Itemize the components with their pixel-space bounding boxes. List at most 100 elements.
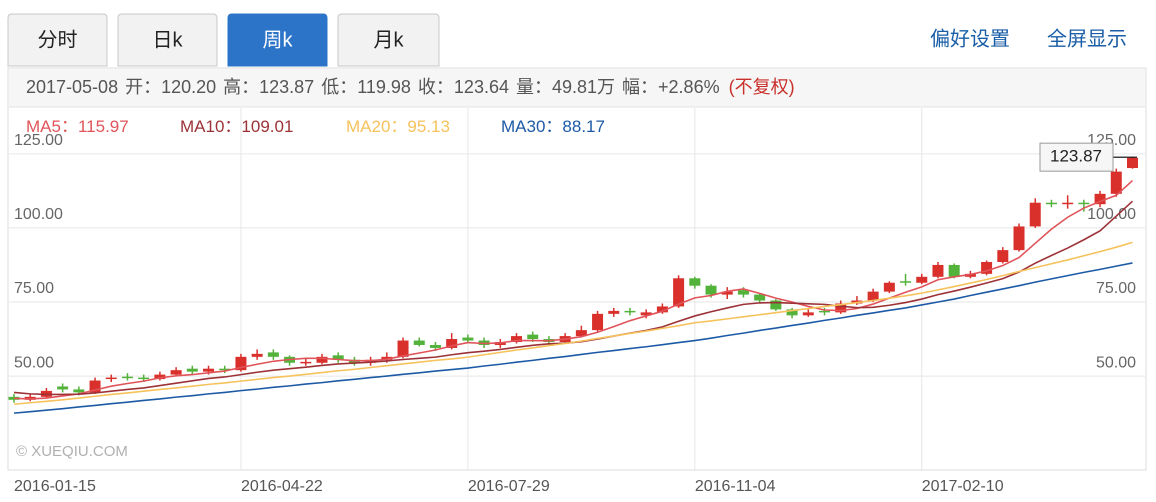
x-tick-label: 2016-01-15	[14, 478, 96, 495]
candle-body	[1094, 193, 1106, 205]
candle-body	[770, 300, 782, 310]
candle-body	[300, 361, 312, 364]
candle-body	[267, 352, 279, 357]
candle-body	[624, 310, 636, 313]
link[interactable]: 全屏显示	[1047, 27, 1127, 50]
info-label: 高：	[223, 77, 259, 97]
info-value: +2.86%	[658, 77, 720, 97]
candle-body	[57, 386, 69, 390]
price-tag-label: 123.87	[1050, 147, 1102, 166]
price-tag-box	[1039, 142, 1114, 172]
info-label: 收：	[418, 77, 454, 97]
info-value: 123.87	[259, 77, 314, 97]
candle-body	[754, 294, 766, 301]
candle-body	[802, 312, 814, 316]
legend-entry: MA20：95.13	[346, 117, 450, 136]
ma-line	[13, 179, 1134, 400]
candle-body	[73, 389, 85, 393]
info-label: 幅：	[622, 77, 658, 97]
candle-body	[332, 355, 344, 360]
candle-body	[235, 356, 247, 371]
candle-body	[397, 340, 409, 357]
tab-label[interactable]: 周k	[263, 29, 294, 51]
candle-body	[997, 250, 1009, 262]
y-tick-label: 75.00	[14, 280, 54, 297]
legend-entry: MA30：88.17	[501, 117, 605, 136]
tab-label[interactable]: 分时	[38, 28, 78, 51]
candle-body	[1078, 202, 1090, 205]
candle-body	[721, 291, 733, 295]
candle-body	[203, 368, 215, 372]
info-bar	[9, 69, 1145, 107]
candle-body	[737, 290, 749, 295]
tab-shape	[7, 13, 108, 67]
tab-label[interactable]: 月k	[374, 29, 405, 51]
candle-body	[170, 370, 182, 375]
candle-body	[786, 309, 798, 316]
candle-body	[819, 310, 830, 313]
candle-body	[835, 303, 847, 313]
y-tick-label: 100.00	[14, 206, 63, 223]
tab[interactable]: 周k	[227, 13, 328, 67]
candle-body	[1110, 171, 1122, 194]
candle-body	[705, 285, 717, 295]
legend-value: 88.17	[562, 117, 605, 136]
y-tick-label: 50.00	[1096, 354, 1136, 371]
candle-body	[689, 278, 701, 286]
legend-entry: MA10：109.01	[180, 117, 293, 136]
info-label: 开：	[125, 77, 161, 97]
x-tick-label: 2017-02-10	[922, 478, 1004, 495]
x-tick-label: 2016-07-29	[468, 478, 550, 495]
candle-body	[981, 261, 993, 274]
candle-body	[429, 344, 441, 348]
tab[interactable]: 分时	[7, 13, 108, 67]
info-note: (不复权)	[729, 77, 795, 97]
candle-body	[1126, 157, 1138, 169]
candle-body	[251, 353, 263, 357]
tab-shape	[227, 13, 328, 67]
candle-body	[446, 339, 458, 348]
ma-line	[13, 241, 1133, 406]
ma-line	[13, 262, 1133, 414]
candle-body	[527, 334, 539, 340]
y-tick-label: 100.00	[1087, 206, 1136, 223]
legend-name: MA10	[180, 117, 224, 136]
legend-separator: ：	[390, 117, 407, 136]
info-line: 2017-05-08 开：120.20 高：123.87 低：119.98 收：123.…	[26, 77, 795, 97]
candle-body	[186, 368, 198, 372]
candle-body	[673, 278, 685, 307]
info-date: 2017-05-08	[26, 77, 118, 97]
legend-name: MA30	[501, 117, 545, 136]
candle-body	[964, 273, 976, 277]
candle-body	[462, 337, 474, 341]
candle-body	[948, 264, 960, 277]
tab[interactable]: 日k	[117, 13, 218, 67]
candle-body	[89, 380, 101, 393]
candle-body	[883, 282, 895, 292]
info-label: 量：	[516, 77, 552, 97]
info-value: 123.64	[454, 77, 509, 97]
candle-body	[105, 377, 117, 380]
candle-body	[1029, 202, 1041, 227]
link[interactable]: 偏好设置	[930, 27, 1010, 50]
legend-separator: ：	[61, 117, 78, 136]
candle-body	[592, 313, 604, 331]
y-tick-label: 50.00	[14, 354, 54, 371]
tab-label[interactable]: 日k	[153, 29, 184, 51]
y-tick-label: 75.00	[1096, 280, 1136, 297]
legend-value: 109.01	[241, 117, 293, 136]
candle-body	[1013, 226, 1025, 251]
candle-body	[932, 264, 944, 277]
candle-body	[154, 374, 166, 380]
tab[interactable]: 月k	[337, 13, 440, 67]
candle-body	[900, 281, 912, 283]
x-tick-label: 2016-04-22	[241, 478, 323, 495]
candle-body	[381, 356, 393, 360]
candle-body	[511, 336, 523, 343]
y-tick-label: 125.00	[14, 132, 63, 149]
candle-body	[1045, 202, 1057, 205]
candle-body	[640, 312, 652, 316]
legend-value: 115.97	[78, 117, 129, 136]
